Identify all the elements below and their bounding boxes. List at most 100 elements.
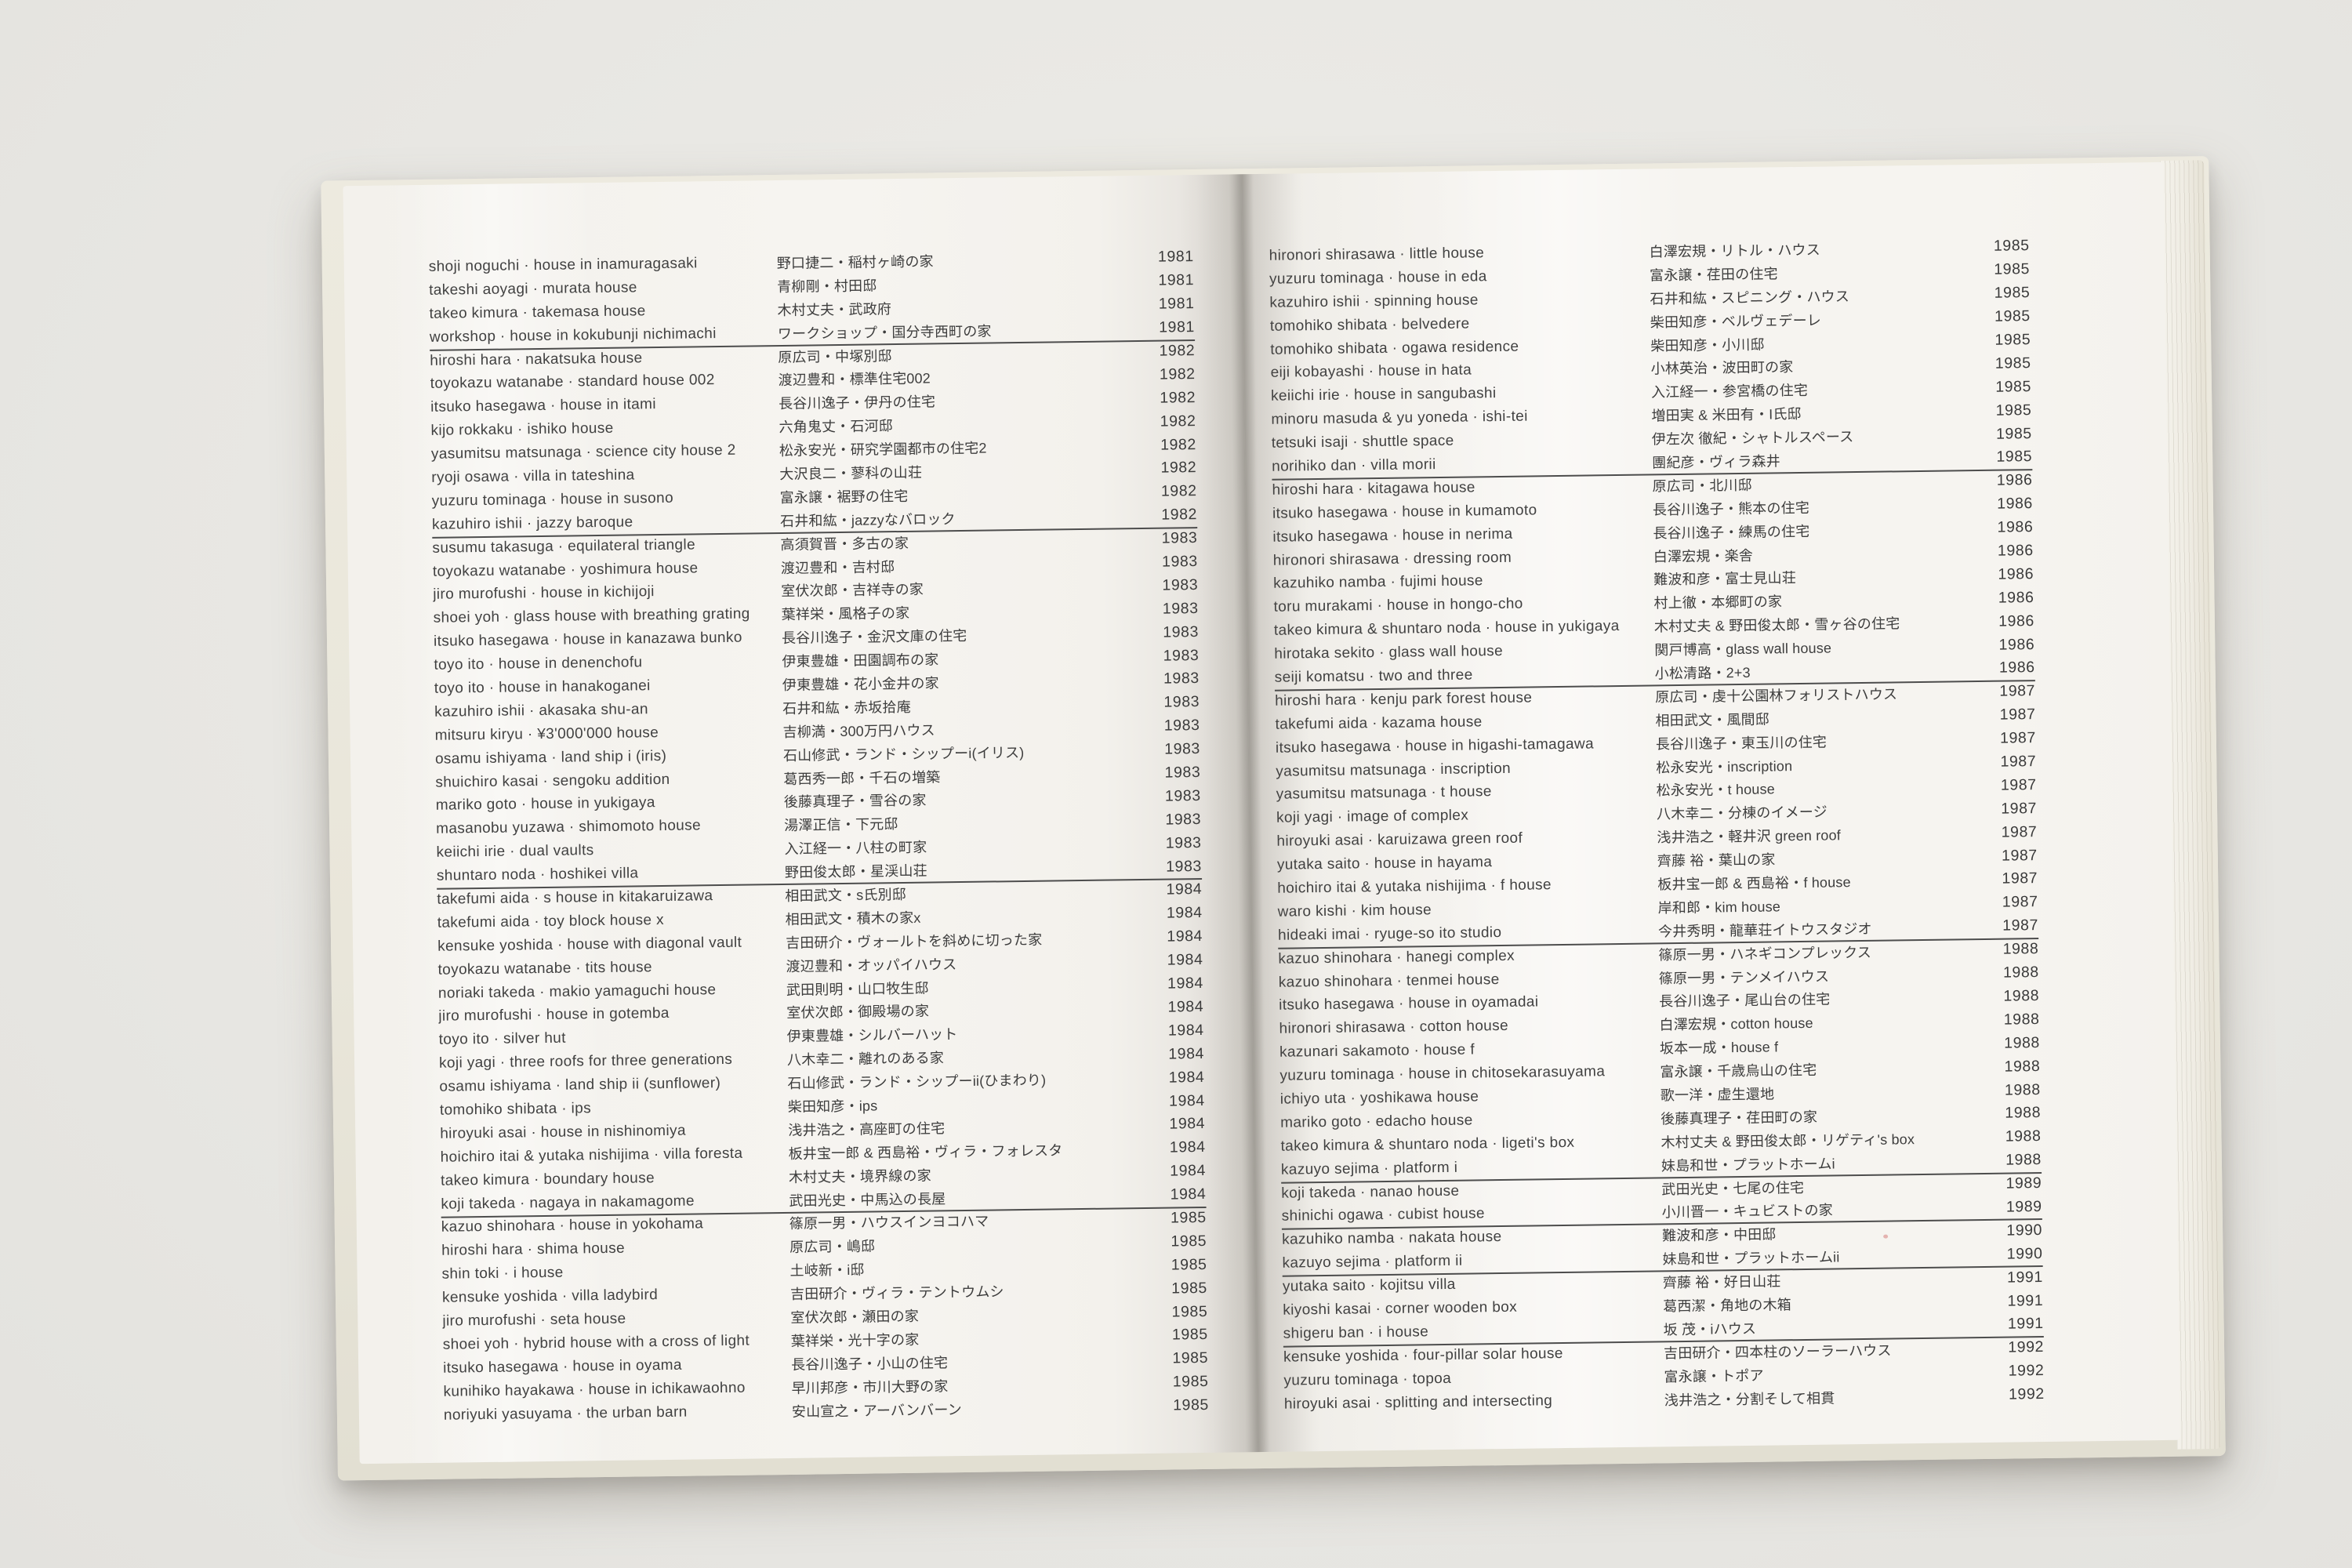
entry-year: 1984 — [1169, 1138, 1206, 1156]
entry-year: 1987 — [2002, 893, 2038, 912]
entry-english: kazunari sakamoto · house f — [1279, 1041, 1475, 1061]
entry-english: hiroshi hara · nakatsuka house — [430, 349, 643, 369]
entry-japanese: 白澤宏規・cotton house — [1659, 1015, 1813, 1033]
entry-english: kazuo shinohara · house in yokohama — [441, 1215, 704, 1236]
entry-japanese: 葛西秀一郎・千石の増築 — [783, 768, 941, 787]
entry-japanese: 室伏次郎・瀬田の家 — [790, 1308, 920, 1326]
entry-english: koji takeda · nanao house — [1281, 1182, 1460, 1202]
entry-japanese: 長谷川逸子・練馬の住宅 — [1653, 523, 1810, 542]
entry-japanese: 原広司・虔十公園林フォリストハウス — [1654, 686, 1898, 706]
entry-english: toyo ito · house in hanakoganei — [434, 677, 651, 697]
entry-japanese: 原広司・嶋邸 — [789, 1238, 876, 1256]
entry-english: toyo ito · house in denenchofu — [434, 654, 643, 673]
entry-year: 1981 — [1159, 318, 1196, 336]
entry-japanese: 石井和紘・赤坂拾庵 — [782, 699, 911, 717]
entry-english: shoji noguchi · house in inamuragasaki — [428, 255, 698, 275]
entry-year: 1986 — [1996, 471, 2033, 490]
entry-japanese: 歌一洋・虚生還地 — [1660, 1086, 1775, 1104]
entry-year: 1987 — [2000, 775, 2037, 794]
entry-year: 1982 — [1160, 482, 1197, 500]
entry-japanese: 長谷川逸子・金沢文庫の住宅 — [781, 628, 967, 647]
entry-japanese: 早川邦彦・市川大野の家 — [791, 1377, 949, 1396]
entry-english: shuntaro noda · hoshikei villa — [436, 865, 639, 884]
entry-japanese: 小川晋一・キュビストの家 — [1661, 1202, 1834, 1221]
entry-japanese: 吉田研介・ヴィラ・テントウムシ — [789, 1283, 1004, 1303]
entry-english: yutaka saito · house in hayama — [1276, 854, 1493, 873]
entry-year: 1988 — [2004, 1080, 2041, 1099]
entry-year: 1983 — [1163, 622, 1200, 641]
entry-year: 1984 — [1166, 904, 1203, 922]
entry-japanese: 葉祥栄・光十字の家 — [790, 1331, 920, 1349]
entry-year: 1985 — [1994, 284, 2031, 302]
entry-english: hiroshi hara · kenju park forest house — [1274, 689, 1533, 710]
entry-year: 1984 — [1170, 1185, 1207, 1203]
entry-japanese: 浅井浩之・分割そして相貫 — [1664, 1390, 1835, 1408]
entry-english: takefumi aida · toy block house x — [437, 911, 665, 931]
entry-english: mitsuru kiryu · ¥3'000'000 house — [434, 724, 659, 744]
entry-english: yuzuru tominaga · house in eda — [1269, 268, 1487, 288]
entry-english: toru murakami · house in hongo-cho — [1273, 595, 1523, 616]
entry-japanese: 岸和郎・kim house — [1657, 898, 1781, 916]
entry-english: keiichi irie · dual vaults — [436, 842, 594, 861]
entry-english: kazuhiro ishii · jazzy baroque — [431, 514, 633, 533]
entry-japanese: 高須賀晋・多古の家 — [780, 535, 909, 553]
entry-year: 1983 — [1164, 740, 1201, 758]
entry-year: 1983 — [1163, 646, 1200, 665]
entry-english: kazuyo sejima · platform ii — [1282, 1252, 1463, 1272]
entry-japanese: 伊東豊雄・田園調布の家 — [782, 652, 939, 670]
entry-year: 1984 — [1167, 927, 1203, 946]
entry-japanese: 土岐新・i邸 — [789, 1261, 865, 1279]
entry-japanese: 相田武文・風間邸 — [1655, 711, 1770, 729]
entry-japanese: 野田俊太郎・星渓山荘 — [784, 862, 927, 881]
entry-english: hironori shirasawa · dressing room — [1272, 549, 1512, 569]
entry-year: 1983 — [1165, 810, 1202, 829]
entry-english: ryoji osawa · villa in tateshina — [431, 466, 635, 486]
entry-english: hirotaka sekito · glass wall house — [1274, 643, 1504, 662]
entry-english: takefumi aida · kazama house — [1275, 713, 1483, 733]
entry-year: 1985 — [1171, 1279, 1208, 1298]
entry-japanese: 松永安光・inscription — [1656, 757, 1793, 775]
entry-english: yasumitsu matsunaga · inscription — [1276, 760, 1512, 780]
entry-japanese: 長谷川逸子・東玉川の住宅 — [1655, 734, 1828, 753]
year-group-1991: yutaka saito · kojitsu villa 齊藤 裕・好日山荘 199… — [1283, 1265, 2044, 1345]
entry-japanese: 渡辺豊和・オッパイハウス — [786, 956, 957, 975]
entry-year: 1985 — [1993, 237, 2030, 256]
entry-japanese: 齊藤 裕・葉山の家 — [1657, 851, 1776, 869]
right-page: hironori shirasawa · little house 白澤宏規・リト… — [1241, 162, 2180, 1453]
entry-japanese: 富永譲・トポア — [1664, 1367, 1764, 1385]
entry-english: noriyuki yasuyama · the urban barn — [443, 1403, 688, 1424]
entry-japanese: 木村丈夫 & 野田俊太郎・リゲティ's box — [1661, 1131, 1915, 1151]
entry-japanese: 原広司・北川邸 — [1652, 477, 1752, 495]
entry-japanese: 篠原一男・ハネギコンプレックス — [1658, 944, 1872, 964]
entry-english: kazuyo sejima · platform i — [1280, 1159, 1458, 1178]
entry-year: 1985 — [1994, 331, 2031, 349]
entry-japanese: 葛西潔・角地の木箱 — [1663, 1297, 1792, 1315]
entry-english: takeshi aoyagi · murata house — [429, 279, 637, 299]
entry-japanese: 富永譲・千歳烏山の住宅 — [1660, 1062, 1817, 1080]
entry-japanese: 篠原一男・ハウスインヨコハマ — [789, 1214, 989, 1232]
year-group-1985: hironori shirasawa · little house 白澤宏規・リト… — [1269, 234, 2033, 479]
entry-english: takeo kimura & shuntaro noda · house in … — [1273, 618, 1620, 639]
entry-japanese: 増田実 & 米田有・I氏邸 — [1651, 406, 1802, 424]
entry-year: 1982 — [1159, 342, 1196, 360]
entry-japanese: 相田武文・s氏別邸 — [785, 886, 907, 904]
entry-japanese: ワークショップ・国分寺西町の家 — [777, 323, 992, 342]
entry-year: 1992 — [2008, 1338, 2045, 1356]
entry-year: 1986 — [1998, 635, 2035, 654]
entry-year: 1981 — [1158, 295, 1195, 313]
entry-japanese: 柴田知彦・ベルヴェデーレ — [1650, 312, 1822, 331]
entry-japanese: 白澤宏規・リトル・ハウス — [1649, 241, 1820, 260]
entry-year: 1983 — [1164, 786, 1201, 805]
entry-year: 1982 — [1160, 388, 1196, 407]
entry-year: 1986 — [1998, 612, 2035, 630]
entry-english: hiroyuki asai · splitting and intersecti… — [1283, 1392, 1553, 1413]
entry-english: kazuhiko namba · nakata house — [1281, 1229, 1502, 1249]
entry-japanese: 室伏次郎・御殿場の家 — [786, 1004, 930, 1022]
entry-english: keiichi irie · house in sangubashi — [1270, 385, 1497, 405]
entry-year: 1985 — [1994, 307, 2031, 325]
entry-japanese: 團紀彦・ヴィラ森井 — [1652, 453, 1780, 471]
entry-english: mariko goto · house in yukigaya — [435, 794, 655, 815]
entry-year: 1988 — [2005, 1104, 2042, 1123]
entry-year: 1986 — [1997, 495, 2034, 513]
entry-english: yutaka saito · kojitsu villa — [1282, 1276, 1456, 1295]
